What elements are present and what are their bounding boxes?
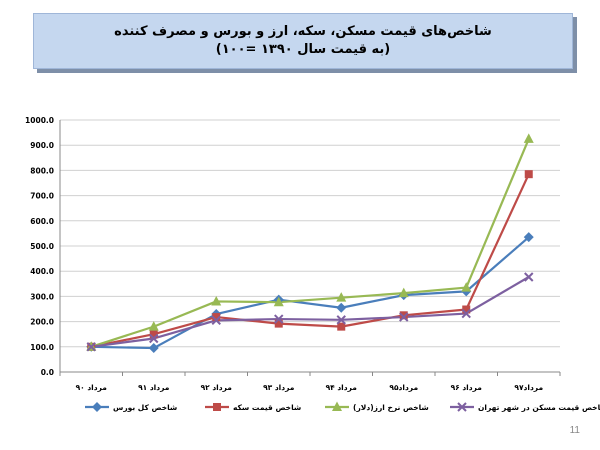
- series-4-point: [86, 342, 96, 352]
- series-2-point: [149, 330, 158, 339]
- series-3-point: [211, 295, 222, 306]
- y-tick-label: 400.0: [30, 267, 54, 276]
- series-3-point: [461, 282, 472, 292]
- y-tick-label: 500.0: [30, 242, 54, 251]
- x-tick-label: مرداد ۹۰: [76, 383, 108, 392]
- y-tick-label: 100.0: [30, 343, 54, 352]
- series-4-point: [336, 315, 346, 325]
- legend-marker: [332, 401, 342, 411]
- chart-title-line1: شاخص‌های قیمت مسکن، سکه، ارز و بورس و مص…: [114, 24, 492, 39]
- y-tick-label: 300.0: [30, 292, 54, 301]
- series-4-point: [524, 272, 534, 282]
- y-tick-label: 0.0: [41, 368, 54, 377]
- legend-marker: [92, 402, 102, 412]
- series-4-point: [149, 333, 159, 344]
- series-1-point: [148, 343, 159, 354]
- series-2-point: [337, 322, 346, 331]
- series-line-2: [91, 173, 530, 348]
- y-tick-label: 1000.0: [25, 116, 54, 125]
- y-tick-label: 200.0: [30, 318, 54, 327]
- y-tick-label: 700.0: [30, 192, 54, 201]
- x-tick-label: مرداد ۹۱: [138, 383, 170, 392]
- series-3-point: [336, 292, 347, 302]
- x-tick-label: مرداد ۹۳: [263, 383, 295, 392]
- series-3-point: [523, 133, 534, 143]
- series-4-point: [274, 314, 284, 324]
- series-1-point: [523, 232, 534, 243]
- y-tick-label: 600.0: [30, 217, 54, 226]
- page-number: 11: [569, 425, 580, 436]
- legend-marker: [457, 402, 467, 412]
- series-2-point: [274, 319, 283, 328]
- title-box: شاخص‌های قیمت مسکن، سکه، ارز و بورس و مص…: [33, 13, 573, 69]
- series-4-point: [461, 308, 471, 319]
- series-4-point: [211, 315, 221, 326]
- chart-title-line2: (به قیمت سال ۱۳۹۰ =۱۰۰): [215, 42, 391, 57]
- legend-marker: [213, 403, 221, 411]
- x-tick-label: مرداد ۹۶: [451, 383, 483, 392]
- series-line-3: [90, 138, 530, 348]
- x-tick-label: مرداد۹۷: [514, 383, 543, 392]
- series-2-point: [462, 305, 471, 314]
- x-tick-label: مرداد ۹۲: [201, 383, 233, 392]
- y-tick-label: 800.0: [30, 166, 54, 175]
- series-4-point: [399, 312, 409, 322]
- y-tick-label: 900.0: [30, 141, 54, 150]
- series-1-point: [336, 302, 347, 313]
- legend-label: شاخص قیمت مسکن در شهر تهران: [478, 403, 600, 412]
- series-3-point: [398, 287, 409, 298]
- series-line-1: [91, 236, 530, 350]
- x-tick-label: مرداد۹۵: [389, 383, 418, 392]
- series-3-point: [273, 296, 284, 307]
- series-2-point: [399, 311, 408, 320]
- legend-label: شاخص قیمت سکه: [233, 403, 301, 412]
- legend-label: (دلار)شاخص نرخ ارز: [353, 403, 429, 412]
- series-2-point: [212, 313, 221, 322]
- legend-label: شاخص کل بورس: [113, 403, 177, 412]
- series-3-point: [148, 321, 159, 331]
- x-tick-label: مرداد ۹۴: [326, 383, 358, 392]
- series-2-point: [524, 170, 533, 179]
- series-line-4: [91, 276, 530, 348]
